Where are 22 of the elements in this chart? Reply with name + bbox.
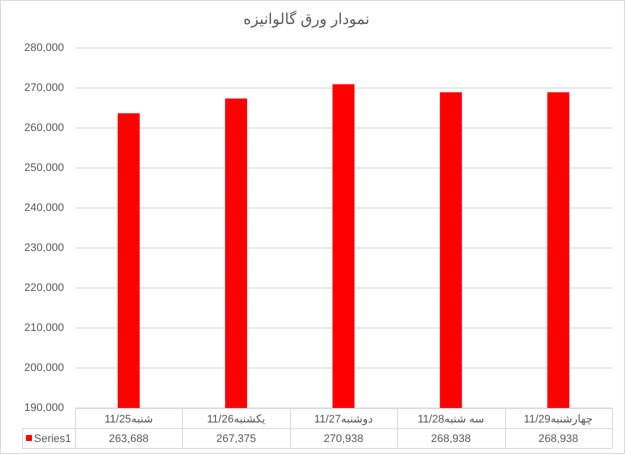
y-tick-label: 190,000 — [24, 402, 64, 414]
y-tick-label: 280,000 — [24, 42, 64, 54]
data-label: 270,938 — [324, 433, 364, 446]
x-tick-label: سه شنبه11/28 — [418, 414, 484, 426]
chart-title: نمودار ورق گالوانیزه — [243, 10, 370, 28]
data-label: 268,938 — [431, 433, 471, 446]
x-tick-label: دوشنبه11/27 — [314, 414, 373, 426]
y-tick-label: 240,000 — [24, 202, 64, 214]
data-label: 267,375 — [216, 433, 256, 446]
legend-label: Series1 — [34, 433, 72, 446]
x-tick-label: شنبه11/25 — [104, 414, 153, 426]
y-tick-label: 260,000 — [24, 122, 64, 134]
x-tick-label: چهارشنبه11/29 — [524, 414, 593, 426]
y-tick-label: 250,000 — [24, 162, 64, 174]
y-tick-label: 210,000 — [24, 322, 64, 334]
data-label: 263,688 — [108, 433, 149, 446]
y-tick-label: 230,000 — [24, 242, 64, 254]
y-tick-label: 220,000 — [24, 282, 64, 294]
y-tick-label: 200,000 — [24, 362, 64, 374]
data-label: 268,938 — [538, 433, 578, 446]
x-tick-label: یکشنبه11/26 — [206, 414, 266, 426]
y-tick-label: 270,000 — [24, 82, 64, 94]
